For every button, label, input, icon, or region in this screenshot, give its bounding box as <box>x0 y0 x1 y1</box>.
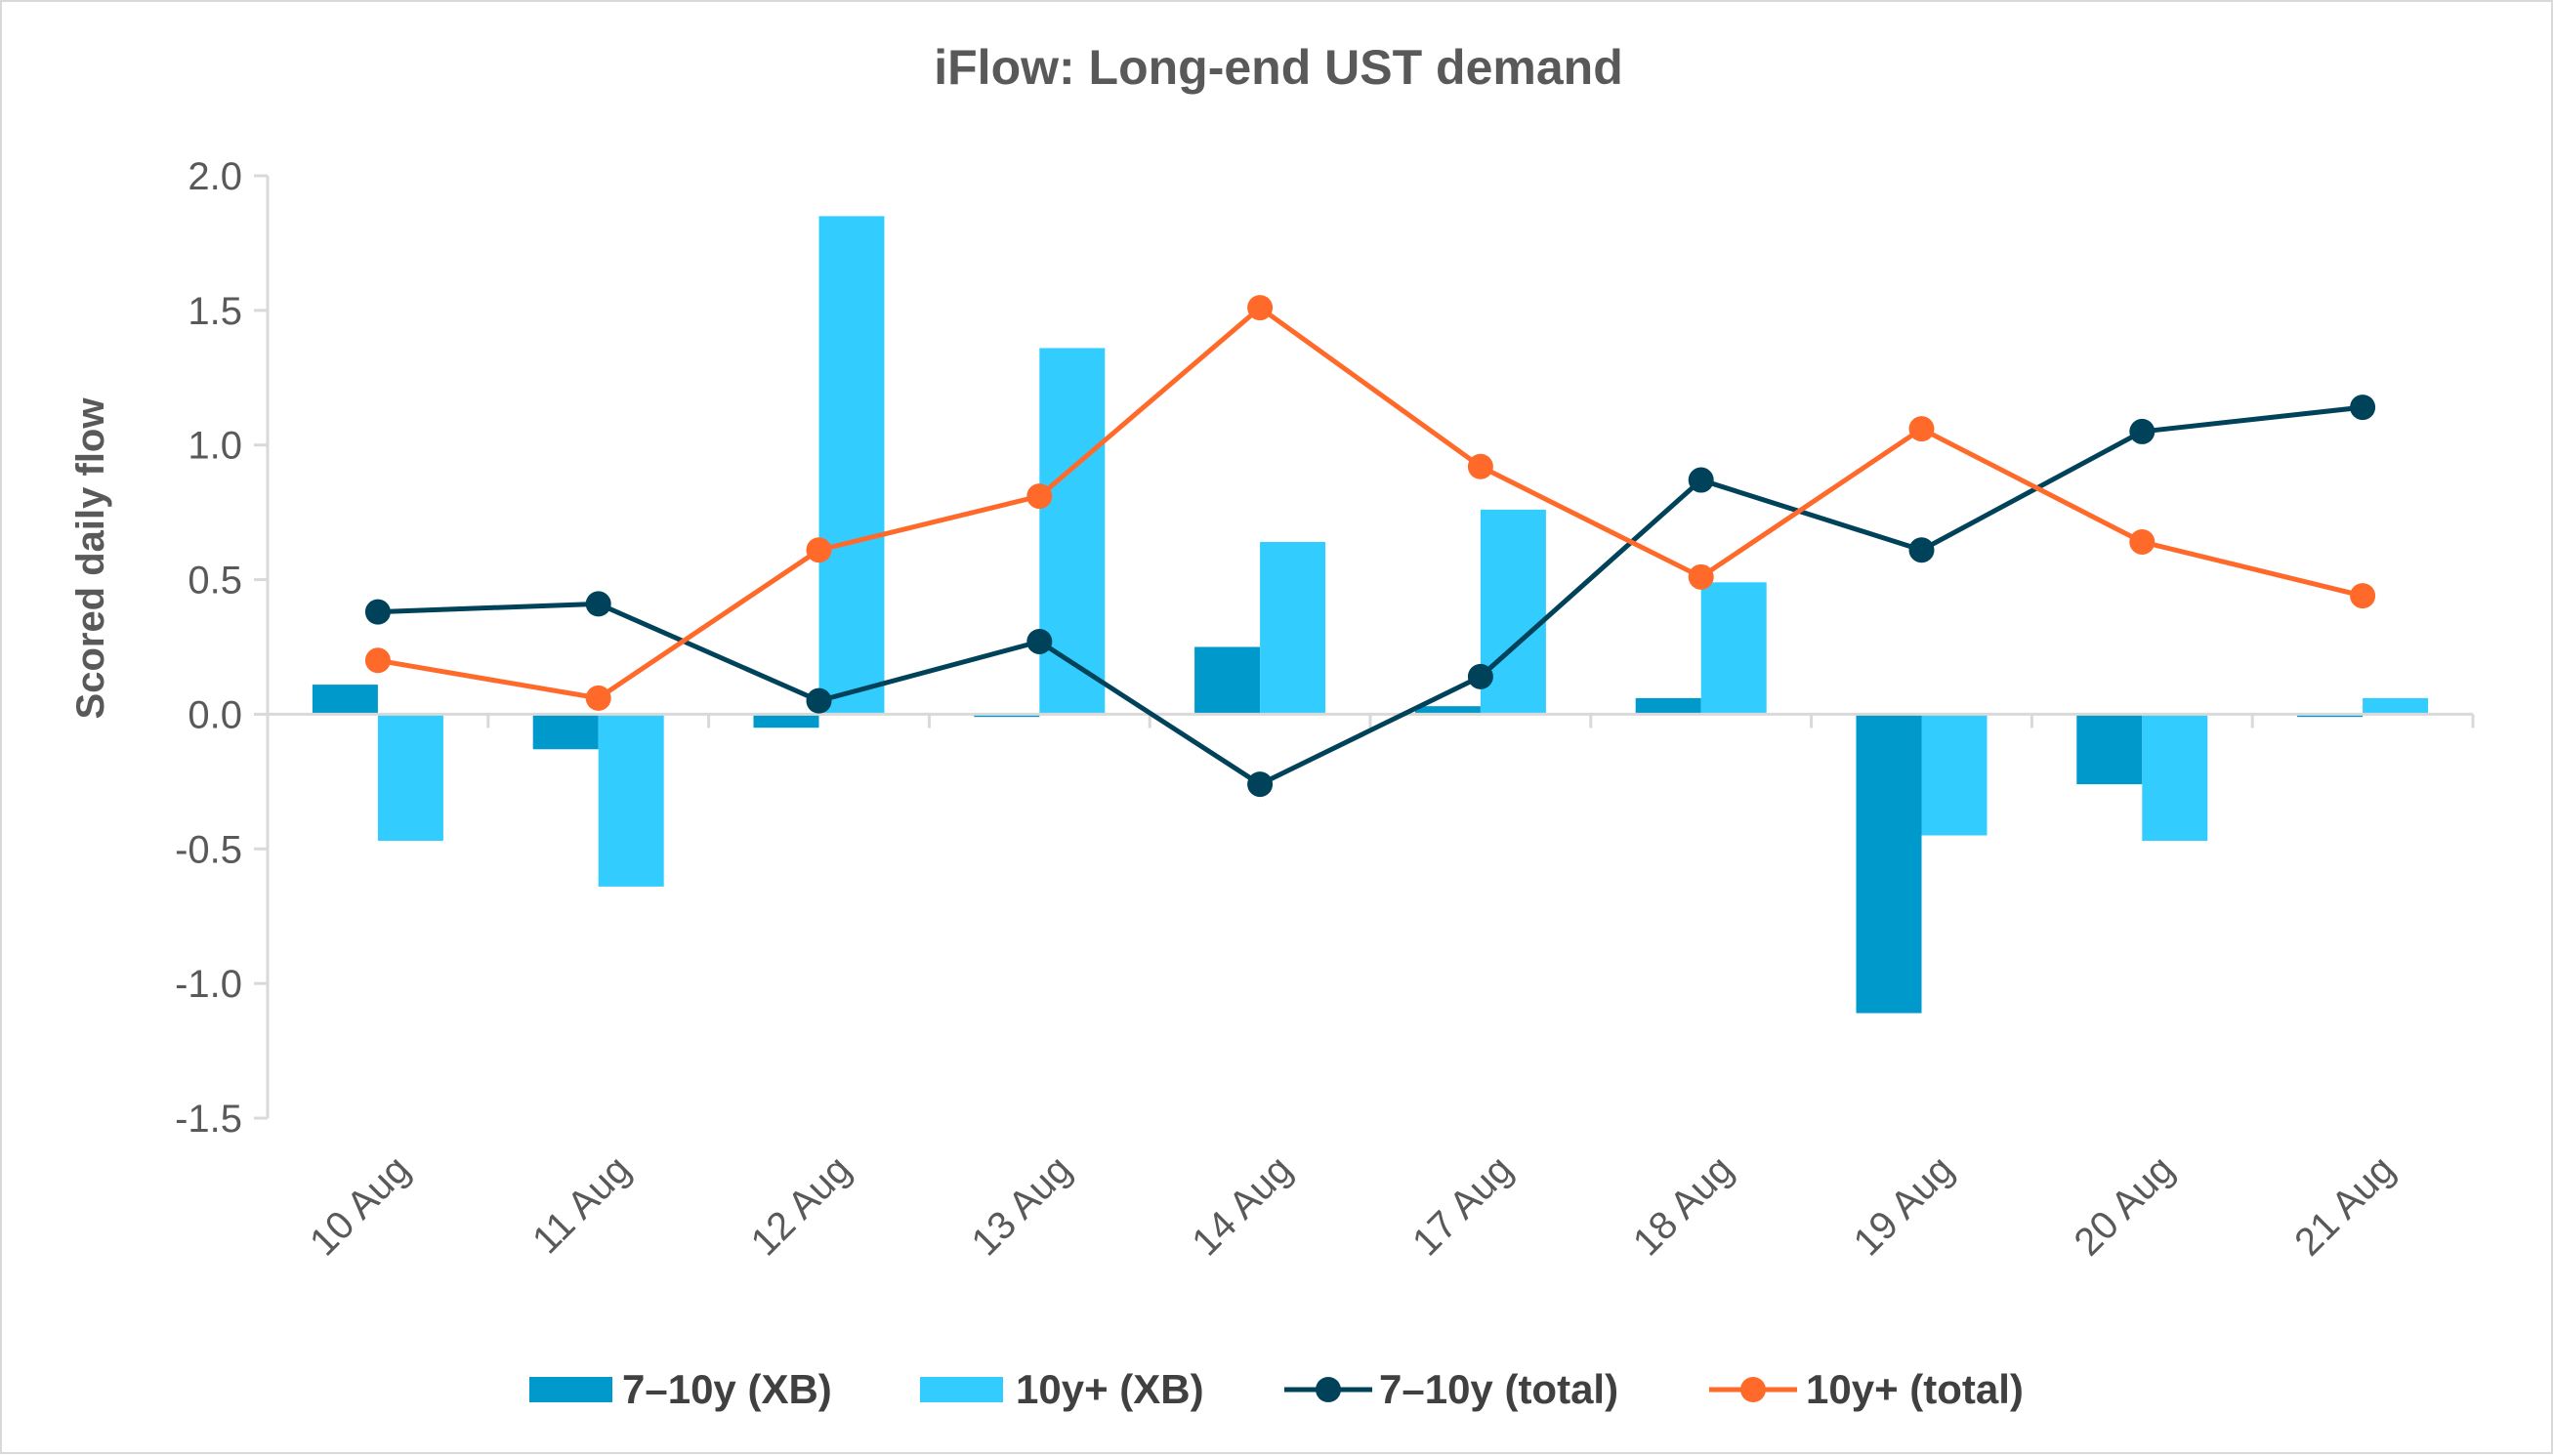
point-10y-plus-total-4 <box>1247 295 1274 321</box>
point-10y-plus-total-2 <box>806 537 832 563</box>
point-10y-plus-total-6 <box>1688 563 1714 590</box>
point-7-10y-total-4 <box>1247 771 1274 798</box>
bar-10y-plus-xb-0 <box>377 714 443 842</box>
legend-label-10y-plus-xb: 10y+ (XB) <box>1016 1366 1204 1412</box>
line-10y-plus-total <box>377 305 2364 701</box>
point-7-10y-total-9 <box>2350 395 2376 421</box>
point-10y-plus-total-9 <box>2350 583 2376 609</box>
bar-10y-plus-xb-8 <box>2142 714 2208 842</box>
point-7-10y-total-8 <box>2129 418 2155 444</box>
point-7-10y-total-1 <box>585 591 611 617</box>
y-tick-label: 2.0 <box>188 155 242 198</box>
x-tick-label: 20 Aug <box>2066 1147 2182 1264</box>
bar-7-10y-xb-1 <box>532 714 599 750</box>
bar-10y-plus-xb-7 <box>1921 714 1988 836</box>
chart-title: iFlow: Long-end UST demand <box>934 40 1623 95</box>
x-tick-label: 18 Aug <box>1625 1147 1741 1264</box>
y-tick-label: 0.5 <box>188 560 242 603</box>
legend: 7–10y (XB) 10y+ (XB) 7–10y (total) 10y+ (to… <box>529 1366 2024 1412</box>
legend-swatch-7-10y-xb <box>529 1377 612 1402</box>
x-tick-label: 14 Aug <box>1184 1147 1300 1264</box>
x-tick-label: 12 Aug <box>743 1147 859 1264</box>
bar-7-10y-xb-6 <box>1635 697 1701 715</box>
point-10y-plus-total-0 <box>364 647 391 674</box>
x-tick-label: 13 Aug <box>963 1147 1079 1264</box>
bar-10y-plus-xb-2 <box>818 216 885 715</box>
y-tick-label: 0.0 <box>188 693 242 736</box>
bar-10y-plus-xb-4 <box>1260 541 1326 715</box>
point-7-10y-total-6 <box>1688 467 1714 493</box>
point-7-10y-total-5 <box>1467 663 1493 689</box>
legend-label-7-10y-total: 7–10y (total) <box>1379 1366 1618 1412</box>
y-tick-label: 1.0 <box>188 425 242 468</box>
bar-10y-plus-xb-1 <box>598 714 664 887</box>
y-axis-label: Scored daily flow <box>69 397 112 720</box>
y-tick-label: -0.5 <box>175 828 242 871</box>
point-10y-plus-total-1 <box>585 685 611 711</box>
bar-7-10y-xb-8 <box>2076 714 2143 785</box>
y-tick-label: 1.5 <box>188 290 242 333</box>
point-10y-plus-total-8 <box>2129 528 2155 555</box>
legend-swatch-10y-plus-xb <box>920 1377 1003 1402</box>
bar-10y-plus-xb-3 <box>1039 348 1106 715</box>
point-7-10y-total-0 <box>364 599 391 625</box>
y-tick-label: -1.5 <box>175 1098 242 1141</box>
point-10y-plus-total-7 <box>1908 416 1935 442</box>
legend-label-7-10y-xb: 7–10y (XB) <box>622 1366 832 1412</box>
x-tick-label: 17 Aug <box>1404 1147 1521 1264</box>
legend-marker-7-10y-total <box>1316 1377 1341 1402</box>
point-7-10y-total-2 <box>806 687 832 714</box>
x-tick-label: 10 Aug <box>302 1147 418 1264</box>
bar-10y-plus-xb-9 <box>2363 697 2429 715</box>
x-tick-label: 21 Aug <box>2286 1147 2403 1264</box>
point-7-10y-total-3 <box>1026 628 1053 654</box>
x-tick-label: 11 Aug <box>524 1147 639 1262</box>
bar-10y-plus-xb-6 <box>1700 582 1767 715</box>
bar-7-10y-xb-5 <box>1414 706 1481 715</box>
x-tick-label: 19 Aug <box>1846 1147 1962 1264</box>
bar-7-10y-xb-2 <box>753 714 819 728</box>
point-7-10y-total-7 <box>1908 537 1935 563</box>
point-10y-plus-total-5 <box>1467 453 1493 479</box>
bar-7-10y-xb-4 <box>1194 646 1261 715</box>
point-10y-plus-total-3 <box>1026 483 1053 510</box>
legend-label-10y-plus-total: 10y+ (total) <box>1806 1366 2024 1412</box>
bars-layer <box>312 216 2429 1014</box>
bar-7-10y-xb-7 <box>1856 714 1922 1014</box>
bar-7-10y-xb-0 <box>312 685 378 715</box>
y-tick-label: -1.0 <box>175 963 242 1006</box>
line-7-10y-total <box>377 404 2364 787</box>
legend-marker-10y-plus-total <box>1740 1377 1766 1402</box>
lines-layer <box>364 295 2376 798</box>
